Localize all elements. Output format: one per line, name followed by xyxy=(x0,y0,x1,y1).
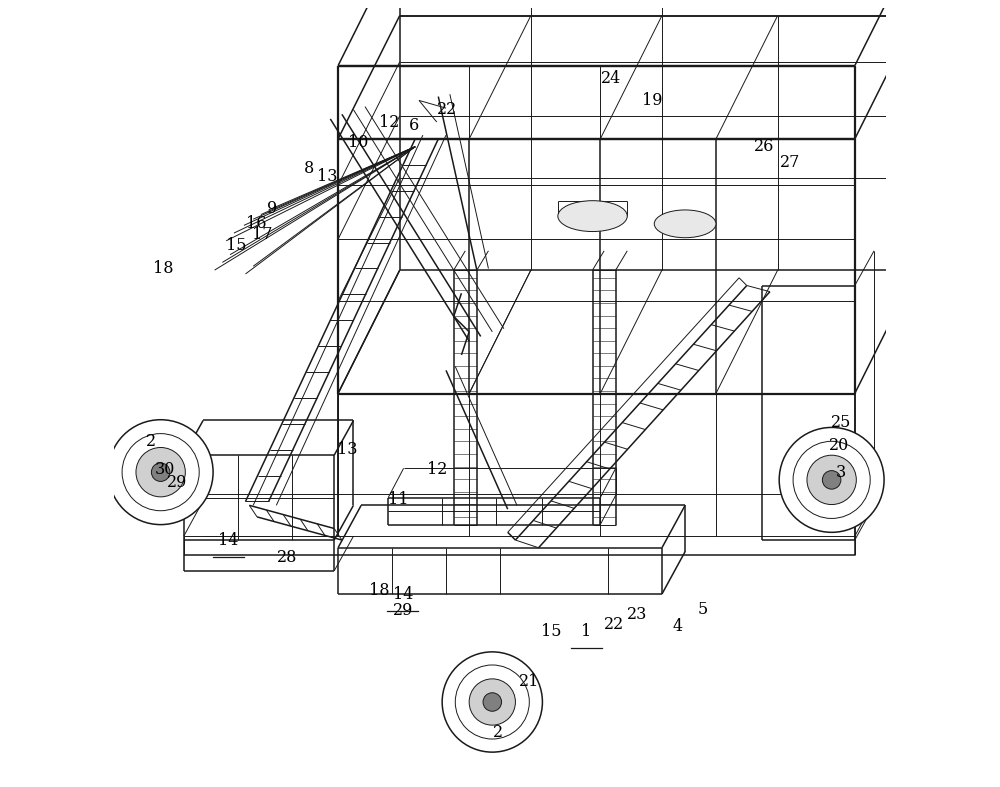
Text: 15: 15 xyxy=(541,623,561,640)
Ellipse shape xyxy=(558,201,627,231)
Text: 15: 15 xyxy=(226,237,246,254)
Circle shape xyxy=(151,463,170,482)
Circle shape xyxy=(793,442,870,519)
Text: 3: 3 xyxy=(836,464,846,481)
Text: 2: 2 xyxy=(493,724,503,741)
Text: 22: 22 xyxy=(604,616,624,634)
Text: 17: 17 xyxy=(252,226,273,243)
Text: 16: 16 xyxy=(246,216,267,232)
Text: 26: 26 xyxy=(754,139,774,155)
Text: 9: 9 xyxy=(267,200,277,217)
Text: 12: 12 xyxy=(427,460,447,478)
Text: 21: 21 xyxy=(519,674,539,690)
Circle shape xyxy=(442,652,542,752)
Text: 1: 1 xyxy=(581,623,592,640)
Text: 2: 2 xyxy=(146,433,156,450)
Text: 29: 29 xyxy=(393,603,413,619)
Text: 29: 29 xyxy=(167,475,188,491)
Text: 25: 25 xyxy=(831,414,851,431)
Text: 13: 13 xyxy=(337,441,358,457)
Text: 18: 18 xyxy=(153,260,174,277)
Circle shape xyxy=(822,471,841,490)
Circle shape xyxy=(136,448,185,497)
Text: 19: 19 xyxy=(642,92,663,109)
Text: 4: 4 xyxy=(672,618,682,635)
Text: 20: 20 xyxy=(829,438,849,454)
Circle shape xyxy=(483,693,502,711)
Text: 14: 14 xyxy=(218,531,239,549)
Circle shape xyxy=(455,665,529,739)
Text: 13: 13 xyxy=(317,168,337,184)
Text: 30: 30 xyxy=(155,460,175,478)
Text: 23: 23 xyxy=(627,605,647,623)
Circle shape xyxy=(779,427,884,532)
Text: 8: 8 xyxy=(304,160,314,177)
Circle shape xyxy=(108,419,213,525)
Text: 14: 14 xyxy=(393,586,413,603)
Circle shape xyxy=(122,434,199,511)
Text: 11: 11 xyxy=(388,491,408,508)
Circle shape xyxy=(469,679,515,725)
Text: 6: 6 xyxy=(408,116,419,134)
Circle shape xyxy=(807,455,856,504)
Text: 28: 28 xyxy=(277,549,297,566)
Ellipse shape xyxy=(654,210,716,238)
Text: 10: 10 xyxy=(348,134,368,150)
Text: 18: 18 xyxy=(369,582,390,600)
Text: 22: 22 xyxy=(437,102,458,118)
Text: 27: 27 xyxy=(780,153,800,171)
Text: 5: 5 xyxy=(698,601,708,618)
Text: 12: 12 xyxy=(379,113,399,131)
Text: 24: 24 xyxy=(601,70,621,87)
